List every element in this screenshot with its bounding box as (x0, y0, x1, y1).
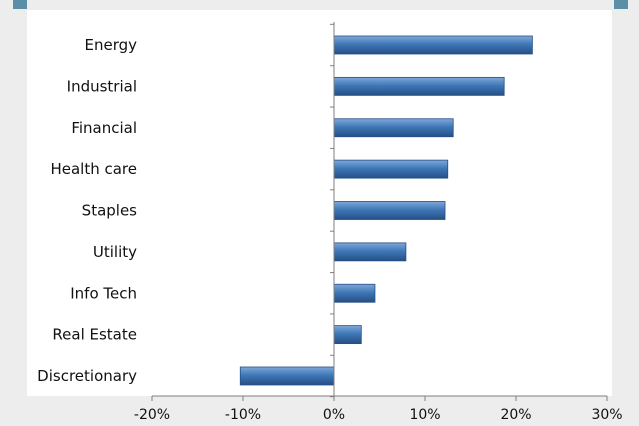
x-tick-label: 0% (323, 407, 345, 423)
category-label: Energy (84, 36, 137, 54)
category-label: Industrial (67, 77, 137, 95)
bar-utility (333, 242, 407, 262)
x-tick-label: -10% (225, 407, 261, 423)
x-tick-label: -20% (134, 407, 170, 423)
bar-energy (333, 35, 533, 55)
x-tick-label: 10% (409, 407, 440, 423)
plot-panel (27, 10, 612, 396)
bar-staples (333, 201, 446, 220)
axes-group (151, 22, 608, 401)
bar-discretionary (239, 366, 335, 386)
bar-financial (333, 118, 454, 138)
category-label: Real Estate (52, 326, 137, 344)
bar-industrial (333, 76, 505, 96)
bars-group (239, 35, 533, 386)
category-label: Discretionary (37, 367, 137, 385)
accent-mark-right (614, 0, 628, 9)
category-label: Financial (71, 119, 137, 137)
category-label: Utility (93, 243, 137, 261)
bar-info-tech (333, 283, 376, 303)
x-tick-label: 20% (500, 407, 531, 423)
x-tick-label: 30% (591, 407, 622, 423)
bar-health-care (333, 159, 449, 179)
category-label: Staples (82, 202, 138, 220)
labels-group: Energy Industrial Financial Health care Stap… (37, 36, 622, 423)
category-label: Health care (50, 160, 137, 178)
bar-real-estate (333, 325, 362, 345)
category-label: Info Tech (70, 284, 137, 302)
accent-mark-left (13, 0, 27, 9)
